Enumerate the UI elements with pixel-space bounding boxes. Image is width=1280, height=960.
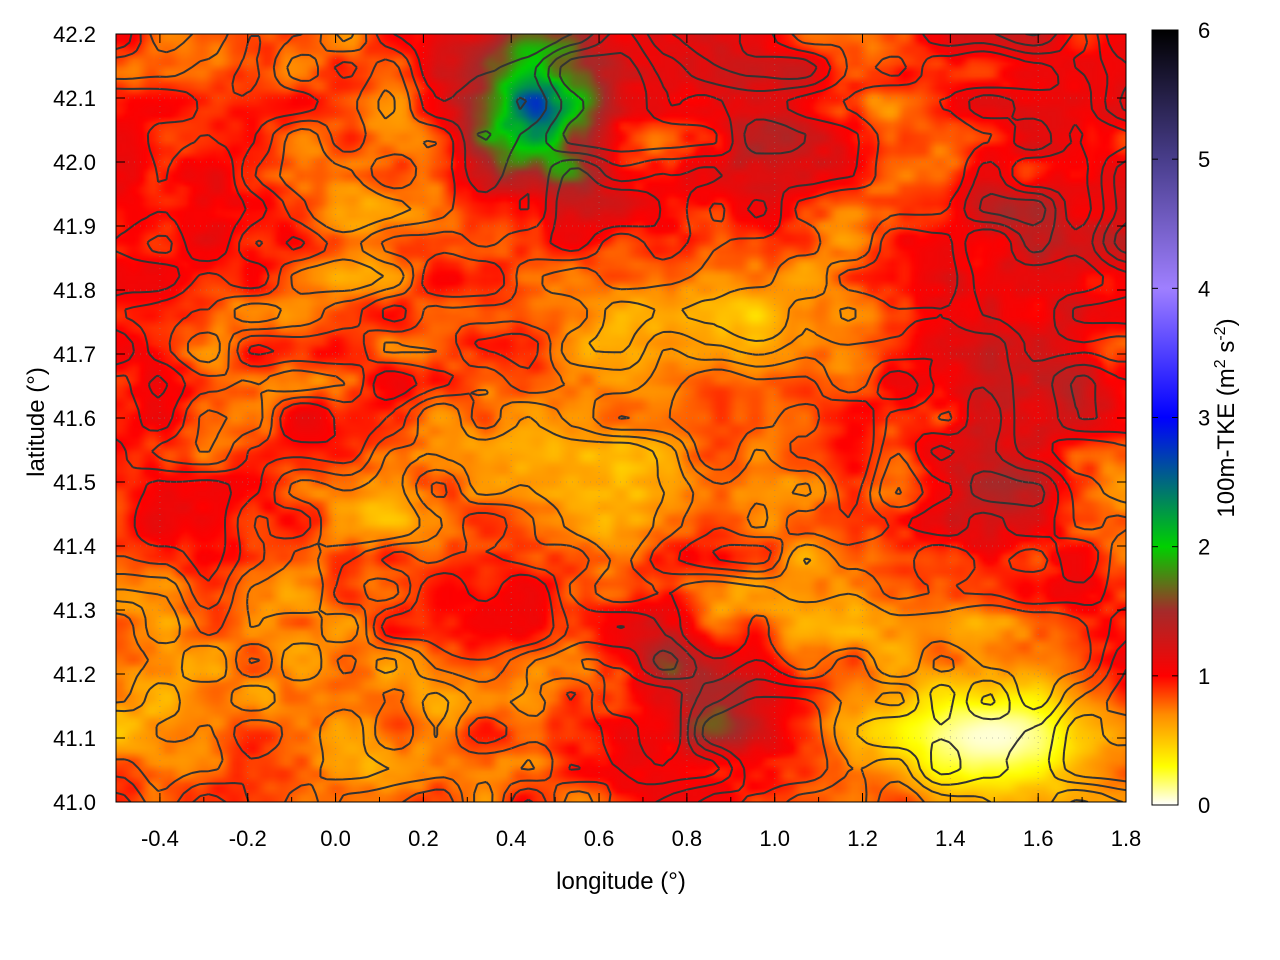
- y-tick-label: 41.7: [53, 342, 96, 367]
- y-tick-label: 41.5: [53, 470, 96, 495]
- y-tick-label: 42.1: [53, 86, 96, 111]
- x-tick-label: 1.2: [847, 826, 878, 851]
- x-tick-label: 0.4: [496, 826, 527, 851]
- x-tick-label: 1.6: [1023, 826, 1054, 851]
- x-tick-label: 1.4: [935, 826, 966, 851]
- y-tick-label: 41.9: [53, 214, 96, 239]
- colorbar-tick-label: 0: [1198, 793, 1210, 818]
- colorbar-tick-label: 5: [1198, 147, 1210, 172]
- y-tick-label: 41.3: [53, 598, 96, 623]
- colorbar-tick-label: 4: [1198, 276, 1210, 301]
- colorbar-tick-label: 2: [1198, 535, 1210, 560]
- y-tick-label: 41.4: [53, 534, 96, 559]
- contour-line: [116, 34, 1126, 802]
- colorbar-tick-label: 6: [1198, 18, 1210, 43]
- colorbar-tick-label: 1: [1198, 664, 1210, 689]
- x-tick-label: 0.2: [408, 826, 439, 851]
- y-tick-label: 41.6: [53, 406, 96, 431]
- y-tick-label: 41.1: [53, 726, 96, 751]
- x-tick-label: 0.8: [672, 826, 703, 851]
- colorbar-label: 100m-TKE (m2 s-2): [1212, 318, 1240, 517]
- x-tick-label: -0.4: [141, 826, 179, 851]
- y-tick-label: 41.2: [53, 662, 96, 687]
- x-tick-label: -0.2: [229, 826, 267, 851]
- x-axis-label: longitude (°): [556, 868, 686, 895]
- contour-line: [116, 34, 1126, 802]
- colorbar-tick-label: 3: [1198, 406, 1210, 431]
- heatmap-plot-area: -0.4 -0.2 0.0 0.2 0.4 0.6 0.8 1.0 1.2 1.4 1.6 1.8 4…: [53, 22, 1141, 851]
- contour-line: [116, 34, 1126, 802]
- x-tick-label: 0.0: [320, 826, 351, 851]
- terrain-contours: [116, 34, 1126, 802]
- y-tick-label: 42.0: [53, 150, 96, 175]
- x-tick-label: 0.6: [584, 826, 615, 851]
- y-tick-label: 41.8: [53, 278, 96, 303]
- y-axis-ticks: 41.0 41.1 41.2 41.3 41.4 41.5 41.6 41.7 41.8 41.9…: [53, 22, 1126, 815]
- x-tick-label: 1.8: [1111, 826, 1142, 851]
- colorbar-ticks: 0 1 2 3 4 5 6: [1152, 18, 1210, 818]
- y-tick-label: 41.0: [53, 790, 96, 815]
- contour-line: [116, 34, 1126, 802]
- x-axis-ticks: -0.4 -0.2 0.0 0.2 0.4 0.6 0.8 1.0 1.2 1.4 1.6 1.8: [115, 34, 1142, 851]
- colorbar: 0 1 2 3 4 5 6 100m-TKE (m2 s-2): [1151, 18, 1240, 818]
- y-axis-label: latitude (°): [23, 367, 50, 477]
- x-tick-label: 1.0: [759, 826, 790, 851]
- y-tick-label: 42.2: [53, 22, 96, 47]
